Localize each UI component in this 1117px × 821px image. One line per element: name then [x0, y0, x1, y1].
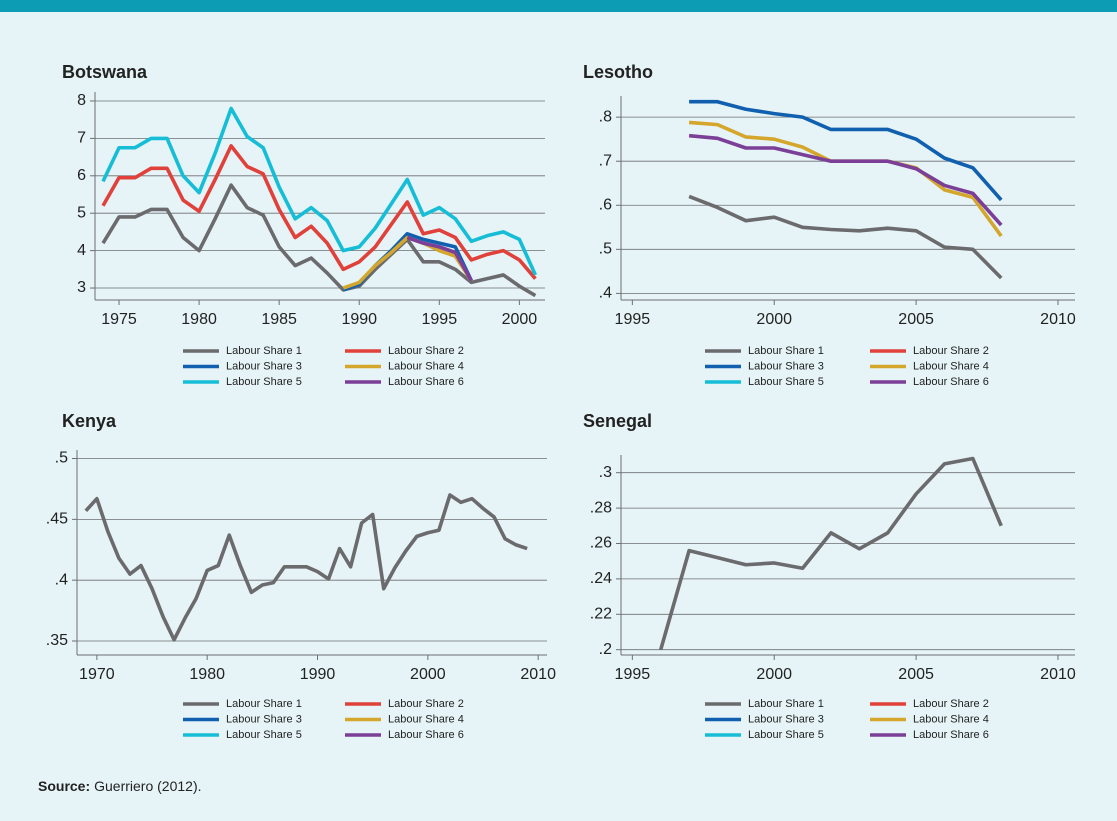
y-tick-label: .22 — [590, 606, 612, 623]
series-line — [84, 493, 528, 642]
y-tick-label: 7 — [77, 130, 86, 147]
legend-label: Labour Share 6 — [388, 729, 464, 741]
legend-label: Labour Share 4 — [913, 360, 989, 372]
series-line — [658, 456, 1003, 651]
series-line — [688, 133, 1003, 227]
x-tick-label: 2010 — [520, 666, 556, 683]
source-label: Source: — [38, 778, 90, 794]
legend-label: Labour Share 6 — [913, 376, 989, 388]
y-tick-label: .5 — [55, 450, 68, 467]
x-tick-label: 2000 — [756, 311, 792, 328]
legend-label: Labour Share 4 — [913, 713, 989, 725]
top-bar — [0, 0, 1117, 12]
y-tick-label: .7 — [599, 152, 612, 169]
y-tick-label: 6 — [77, 167, 86, 184]
legend-label: Labour Share 1 — [226, 345, 302, 357]
y-tick-label: .3 — [599, 464, 612, 481]
legend-label: Labour Share 3 — [748, 713, 824, 725]
series-line — [406, 235, 473, 282]
series-line — [101, 144, 537, 280]
series-line — [689, 99, 1003, 202]
chart-title: Kenya — [62, 411, 117, 431]
legend-label: Labour Share 2 — [913, 698, 989, 710]
legend-label: Labour Share 1 — [748, 698, 824, 710]
legend-label: Labour Share 1 — [748, 345, 824, 357]
legend-label: Labour Share 5 — [748, 729, 824, 741]
x-tick-label: 1990 — [341, 311, 377, 328]
y-tick-label: .35 — [46, 632, 68, 649]
x-tick-label: 2000 — [756, 666, 792, 683]
x-tick-label: 1995 — [615, 666, 651, 683]
chart-title: Lesotho — [583, 62, 653, 82]
x-tick-label: 2010 — [1040, 311, 1076, 328]
x-tick-label: 1980 — [181, 311, 217, 328]
y-tick-label: .6 — [599, 196, 612, 213]
x-tick-label: 1980 — [189, 666, 225, 683]
source-text: Guerriero (2012). — [94, 778, 201, 794]
series-line — [688, 194, 1003, 280]
y-tick-label: .24 — [590, 570, 612, 587]
y-tick-label: .4 — [599, 285, 612, 302]
legend-label: Labour Share 4 — [388, 360, 464, 372]
legend-label: Labour Share 3 — [226, 360, 302, 372]
source: Source: Guerriero (2012). — [38, 778, 202, 794]
legend-label: Labour Share 5 — [226, 729, 302, 741]
legend-label: Labour Share 4 — [388, 713, 464, 725]
x-tick-label: 2010 — [1040, 666, 1076, 683]
x-tick-label: 1970 — [79, 666, 115, 683]
y-tick-label: .5 — [599, 241, 612, 258]
x-tick-label: 2005 — [898, 666, 934, 683]
legend-label: Labour Share 5 — [748, 376, 824, 388]
legend-label: Labour Share 2 — [913, 345, 989, 357]
y-tick-label: .8 — [599, 108, 612, 125]
x-tick-label: 2000 — [502, 311, 538, 328]
y-tick-label: 5 — [77, 204, 86, 221]
y-tick-label: 4 — [77, 242, 86, 259]
x-tick-label: 1995 — [615, 311, 651, 328]
legend-label: Labour Share 1 — [226, 698, 302, 710]
y-tick-label: .28 — [590, 499, 612, 516]
x-tick-label: 1975 — [101, 311, 137, 328]
legend-label: Labour Share 3 — [748, 360, 824, 372]
series-line — [101, 183, 537, 298]
legend-label: Labour Share 6 — [388, 376, 464, 388]
legend-label: Labour Share 2 — [388, 345, 464, 357]
y-tick-label: .26 — [590, 535, 612, 552]
x-tick-label: 2000 — [410, 666, 446, 683]
legend-label: Labour Share 2 — [388, 698, 464, 710]
legend-label: Labour Share 5 — [226, 376, 302, 388]
y-tick-label: .45 — [46, 511, 68, 528]
chart-title: Botswana — [62, 62, 148, 82]
chart-title: Senegal — [583, 411, 652, 431]
legend-label: Labour Share 3 — [226, 713, 302, 725]
legend-label: Labour Share 6 — [913, 729, 989, 741]
y-tick-label: .4 — [55, 571, 68, 588]
x-tick-label: 1985 — [261, 311, 297, 328]
series-line — [101, 106, 538, 276]
x-tick-label: 2005 — [898, 311, 934, 328]
y-tick-label: 8 — [77, 92, 86, 109]
y-tick-label: 3 — [77, 279, 86, 296]
x-tick-label: 1990 — [300, 666, 336, 683]
x-tick-label: 1995 — [422, 311, 458, 328]
y-tick-label: .2 — [599, 641, 612, 658]
